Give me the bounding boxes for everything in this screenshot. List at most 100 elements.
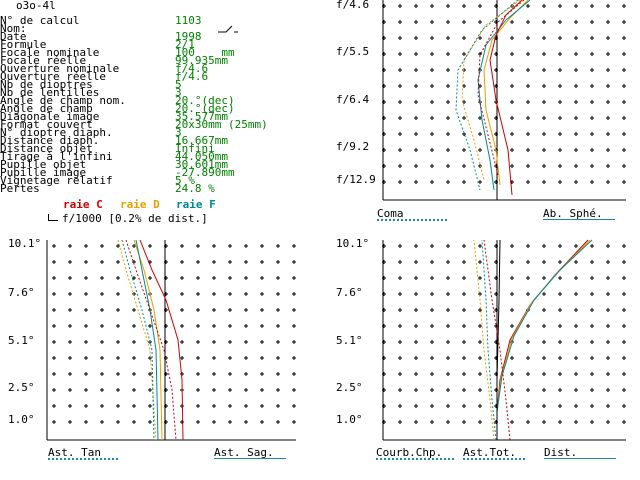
tab-ab-sphe[interactable]: Ab. Sphé. (543, 207, 603, 220)
param-value: f/4.6 (175, 62, 209, 75)
param-value: 100 mm (175, 46, 235, 59)
tab-ast-sag[interactable]: Ast. Sag. (214, 446, 274, 459)
scale-note: f/1000 [0.2% de dist.] (62, 212, 208, 225)
param-value: 24.8 % (175, 182, 215, 195)
param-value: 5 (175, 78, 182, 91)
coma-d-curve (461, 0, 521, 181)
y-tick-label: 7.6° (336, 286, 363, 299)
param-key: Pupille image (0, 166, 87, 179)
ray-d-label: raie D (120, 198, 160, 211)
ast-sag-f-curve (135, 239, 159, 441)
y-tick-label: f/5.5 (336, 45, 370, 58)
parameter-list: N° de calcul 1103 Nom: Date 1998 Formule 2/1 Fo… (0, 15, 330, 195)
param-key: Angle de champ (0, 102, 93, 115)
param-row: Distance diaph. 16.667mm (0, 134, 330, 147)
tab-ast-tot[interactable]: Ast.Tot. (463, 446, 516, 459)
lens-name: o3o-4l (16, 0, 56, 12)
param-row: Date 1998 (0, 30, 330, 43)
ast-tan-c-curve (125, 239, 177, 441)
param-row: N° de calcul 1103 (0, 14, 330, 27)
y-tick-label: f/9.2 (336, 140, 370, 153)
param-value: 16.667mm (175, 134, 228, 147)
ast-tan-d-curve (117, 239, 157, 441)
ray-c-label: raie C (63, 198, 103, 211)
scale-marker-icon (48, 214, 58, 221)
param-key: Nb de dioptres (0, 78, 93, 91)
param-key: Angle de champ nom. (0, 94, 126, 107)
param-row: Nb de lentilles 3 (0, 86, 330, 99)
param-key: Pertes (0, 182, 40, 195)
field-f-curve (481, 239, 497, 441)
param-row: Format couvert 20x30mm (25mm) (0, 118, 330, 131)
param-value: 20.°(dec) (175, 102, 235, 115)
param-row: Nb de dioptres 5 (0, 78, 330, 91)
y-tick-label: 2.5° (8, 381, 35, 394)
tab-courb-chp[interactable]: Courb.Chp. (376, 446, 443, 459)
tab-ast-sag-underline (214, 458, 286, 459)
param-key: Ouverture réelle (0, 70, 106, 83)
param-row: Distance objet Infini (0, 142, 330, 155)
param-row: Ouverture nominale f/4.6 (0, 62, 330, 75)
y-tick-label: f/4.6 (336, 0, 370, 11)
param-row: Pertes 24.8 % (0, 182, 330, 195)
param-value: 35.577mm (175, 110, 228, 123)
param-value: 20.°(dec) (175, 94, 235, 107)
tab-ab-sphe-underline (543, 219, 615, 220)
param-row: Ouverture réelle f/4.6 (0, 70, 330, 83)
param-key: Pupille objet (0, 158, 87, 171)
param-row: Pupille objet 30.601mm (0, 158, 330, 171)
param-key: Tirage à l'infini (0, 150, 113, 163)
tab-coma-underline (377, 219, 447, 221)
tab-coma[interactable]: Coma (377, 207, 404, 220)
param-key: Focale nominale (0, 46, 100, 59)
param-key: Focale réelle (0, 54, 87, 67)
ast-sag-c-curve (139, 239, 184, 441)
y-tick-label: 2.5° (336, 381, 363, 394)
param-key: Ouverture nominale (0, 62, 120, 75)
param-row: Formule 2/1 (0, 38, 330, 51)
y-tick-label: 10.1° (336, 237, 370, 250)
spherical-f-curve (477, 0, 531, 191)
spherical-d-curve (483, 0, 529, 186)
field-c-curve (483, 239, 511, 441)
tab-ast-tan-underline (48, 458, 118, 460)
param-key: Nom: (0, 22, 27, 35)
param-value: 1103 (175, 14, 202, 27)
param-key: Diagonale image (0, 110, 100, 123)
y-tick-label: 1.0° (336, 413, 363, 426)
param-value: 20x30mm (25mm) (175, 118, 268, 131)
param-key: Format couvert (0, 118, 93, 131)
y-tick-label: 7.6° (8, 286, 35, 299)
param-key: Distance diaph. (0, 134, 100, 147)
tab-dist[interactable]: Dist. (544, 446, 578, 459)
param-row: N° dioptre diaph. 3 (0, 126, 330, 139)
ast-tan-f-curve (121, 239, 155, 441)
param-row: Nom: (0, 22, 330, 35)
param-row: Focale réelle 99.935mm (0, 54, 330, 67)
param-value: 3 (175, 126, 182, 139)
y-tick-label: f/12.9 (336, 173, 376, 186)
tab-ast-tot-underline (463, 458, 527, 460)
y-tick-label: 1.0° (8, 413, 35, 426)
ast-sag-d-curve (133, 239, 163, 441)
param-value: 3 (175, 86, 182, 99)
param-value: f/4.6 (175, 70, 209, 83)
coma-f-curve (455, 0, 519, 191)
param-value: 1998 (175, 30, 202, 43)
param-value: Infini (175, 142, 215, 155)
spherical-c-curve (489, 0, 523, 196)
tab-dist-underline (544, 458, 616, 459)
tab-ast-tan[interactable]: Ast. Tan (48, 446, 101, 459)
param-value: 5 % (175, 174, 195, 187)
coma-c-curve (477, 0, 525, 176)
y-tick-label: 5.1° (336, 334, 363, 347)
ray-f-label: raie F (176, 198, 216, 211)
param-row: Angle de champ 20.°(dec) (0, 102, 330, 115)
param-key: Formule (0, 38, 47, 51)
param-value: -27.890mm (175, 166, 235, 179)
param-value: 2/1 (175, 38, 195, 51)
param-row: Tirage à l'infini 44.050mm (0, 150, 330, 163)
lens-formula-icon (216, 24, 240, 34)
